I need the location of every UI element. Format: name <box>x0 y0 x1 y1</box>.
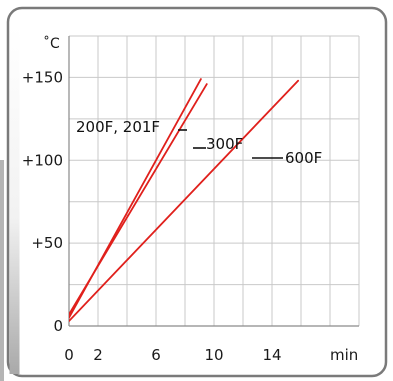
y-tick-label-2: +100 <box>22 151 63 169</box>
x-tick-label-2: 6 <box>151 346 161 364</box>
x-tick-label-4: 14 <box>262 346 281 364</box>
series-label-200f-201f: 200F, 201F <box>76 118 160 136</box>
y-tick-label-0: 0 <box>53 317 63 335</box>
x-tick-label-1: 2 <box>93 346 103 364</box>
series-line-2 <box>69 79 300 322</box>
series-line-1 <box>69 83 208 316</box>
series-label-600f: 600F <box>285 149 322 167</box>
y-tick-label-3: +150 <box>22 68 63 86</box>
x-unit-label: min <box>330 346 358 364</box>
y-tick-label-1: +50 <box>31 234 63 252</box>
chart-frame <box>6 6 388 378</box>
series-layer <box>69 78 300 322</box>
chart-frame-left-gradient <box>9 26 20 374</box>
y-unit-label: ˚C <box>43 35 60 52</box>
series-label-300f: 300F <box>206 135 243 153</box>
grid <box>68 35 360 327</box>
x-tick-label-3: 10 <box>204 346 223 364</box>
frame-left-shade <box>0 160 4 381</box>
x-tick-label-0: 0 <box>64 346 74 364</box>
tick-labels: 0 2 6 10 14 0 +50 +100 +150 <box>22 68 282 364</box>
